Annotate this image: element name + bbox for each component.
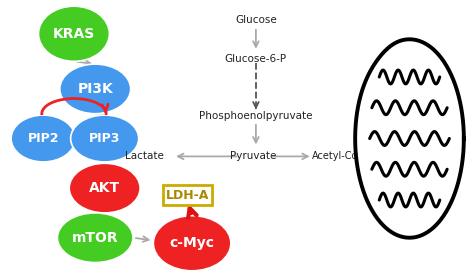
Text: PIP3: PIP3 (89, 132, 120, 145)
Text: Glucose: Glucose (235, 15, 277, 25)
Text: Lactate: Lactate (126, 152, 164, 161)
Text: KRAS: KRAS (53, 27, 95, 41)
Text: Acetyl-CoA: Acetyl-CoA (312, 152, 365, 161)
Text: LDH-A: LDH-A (166, 189, 209, 201)
Text: Glucose-6-P: Glucose-6-P (225, 53, 287, 64)
Ellipse shape (11, 115, 75, 162)
Ellipse shape (38, 6, 109, 61)
Text: mTOR: mTOR (72, 231, 118, 245)
Text: Pyruvate: Pyruvate (230, 152, 277, 161)
Text: PI3K: PI3K (77, 82, 113, 96)
Ellipse shape (57, 213, 133, 263)
Text: Phosphoenolpyruvate: Phosphoenolpyruvate (199, 111, 313, 121)
Ellipse shape (60, 64, 131, 114)
Ellipse shape (71, 115, 139, 162)
Polygon shape (355, 39, 464, 238)
Text: PIP2: PIP2 (27, 132, 59, 145)
Text: AKT: AKT (89, 181, 120, 195)
Text: c-Myc: c-Myc (170, 236, 215, 250)
Ellipse shape (154, 216, 231, 271)
Ellipse shape (69, 163, 140, 213)
